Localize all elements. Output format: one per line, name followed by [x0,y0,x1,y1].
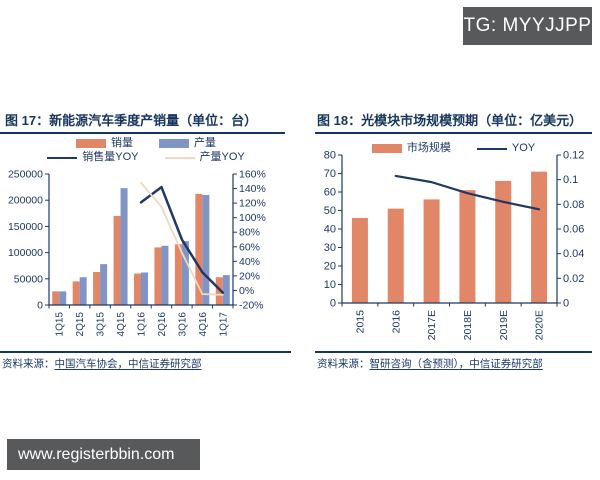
svg-text:160%: 160% [239,169,266,181]
svg-text:2020E: 2020E [534,310,546,340]
svg-text:150000: 150000 [8,221,43,233]
svg-text:1Q15: 1Q15 [55,312,66,337]
svg-text:80: 80 [324,150,336,162]
fig18-source-rule [315,351,592,353]
svg-text:120%: 120% [239,198,266,210]
fig17-legend-row1: 销量 产量 [0,137,292,150]
svg-text:0: 0 [37,300,43,312]
svg-text:0.12: 0.12 [563,150,584,162]
svg-text:0.08: 0.08 [563,199,584,211]
fig18-title: 图 18：光模块市场规模预期（单位：亿美元） [317,113,583,128]
fig17-title-rule [0,132,285,134]
svg-text:1Q17: 1Q17 [218,312,229,337]
svg-text:80%: 80% [239,227,260,239]
source-label: 资料来源： [317,358,370,370]
svg-text:-20%: -20% [239,300,264,312]
svg-text:2016: 2016 [390,310,402,334]
fig18-legend-row: 市场规模 YOY [315,142,592,155]
legend-label: YOY [511,142,536,154]
legend-item-production: 产量 [159,137,216,150]
svg-text:3Q15: 3Q15 [96,312,107,337]
fig18-title-rule [315,132,592,134]
svg-text:0.1: 0.1 [563,174,578,186]
line-swatch-icon [47,156,78,159]
svg-text:2Q16: 2Q16 [157,312,168,337]
svg-text:0.02: 0.02 [563,273,584,285]
svg-text:20: 20 [324,261,336,273]
line-swatch-icon [164,156,195,159]
svg-text:2015: 2015 [354,310,366,334]
fig17-source-rule [0,351,291,353]
telegram-badge: TG: MYYJJPP [463,7,592,45]
svg-text:0.06: 0.06 [563,224,584,236]
svg-text:50: 50 [324,205,336,217]
svg-text:0.04: 0.04 [563,248,584,260]
fig18-source: 资料来源：智研咨询（含预测），中信证券研究部 [317,356,543,371]
legend-item-sales-yoy: 销售量YOY [47,151,139,164]
svg-text:40%: 40% [239,256,260,268]
svg-text:140%: 140% [239,183,266,195]
legend-label: 产量YOY [199,151,245,163]
svg-text:20%: 20% [239,270,260,282]
legend-item-production-yoy: 产量YOY [164,151,245,164]
svg-text:10: 10 [324,279,336,291]
svg-text:60%: 60% [239,241,260,253]
fig18-legend: 市场规模 YOY [315,142,592,155]
svg-text:60: 60 [324,187,336,199]
legend-label: 销量 [111,137,133,149]
source-value: 中国汽车协会，中信证券研究部 [54,358,202,370]
svg-text:40: 40 [324,224,336,236]
legend-label: 产量 [194,137,216,149]
legend-item-sales: 销量 [76,137,133,150]
legend-label: 销售量YOY [82,151,139,163]
svg-text:0: 0 [563,298,569,310]
svg-text:3Q16: 3Q16 [177,312,188,337]
svg-text:50000: 50000 [14,273,43,285]
fig17-legend-row2: 销售量YOY 产量YOY [0,151,292,164]
bar-swatch-icon [159,139,189,148]
svg-text:1Q16: 1Q16 [137,312,148,337]
svg-text:4Q16: 4Q16 [198,312,209,337]
svg-text:250000: 250000 [8,169,43,181]
svg-text:2017E: 2017E [426,310,438,340]
legend-item-yoy: YOY [476,142,536,155]
svg-text:0%: 0% [239,285,254,297]
svg-text:2018E: 2018E [462,310,474,340]
svg-text:200000: 200000 [8,195,43,207]
legend-item-market-size: 市场规模 [371,142,451,155]
fig18-chart-canvas: 0 10 20 30 40 50 60 70 80 0 0.02 0.04 0.06 0.08 0.1 0.1… [324,150,585,341]
svg-text:100000: 100000 [8,247,43,259]
fig17-chart-canvas: 0 50000 100000 150000 200000 250000 -20% 0% 20% 4… [8,169,266,337]
bar-swatch-icon [76,139,106,148]
source-label: 资料来源： [2,358,55,370]
svg-text:2Q15: 2Q15 [75,312,86,337]
svg-text:100%: 100% [239,212,266,224]
site-watermark: www.registerbbin.com [7,439,200,470]
source-value: 智研咨询（含预测），中信证券研究部 [369,358,543,370]
svg-text:2019E: 2019E [498,310,510,340]
fig17-legend: 销量 产量 销售量YOY 产量YOY [0,137,292,164]
line-swatch-icon [476,147,507,150]
site-watermark-text: www.registerbbin.com [18,445,175,463]
svg-text:30: 30 [324,242,336,254]
fig17-title: 图 17：新能源汽车季度产销量（单位：台） [5,113,258,128]
fig17-source: 资料来源：中国汽车协会，中信证券研究部 [2,356,202,371]
telegram-badge-text: TG: MYYJJPP [463,15,592,36]
svg-text:4Q15: 4Q15 [116,312,127,337]
svg-text:70: 70 [324,168,336,180]
bar-swatch-icon [371,144,402,153]
svg-text:0: 0 [330,298,336,310]
legend-label: 市场规模 [406,142,451,154]
